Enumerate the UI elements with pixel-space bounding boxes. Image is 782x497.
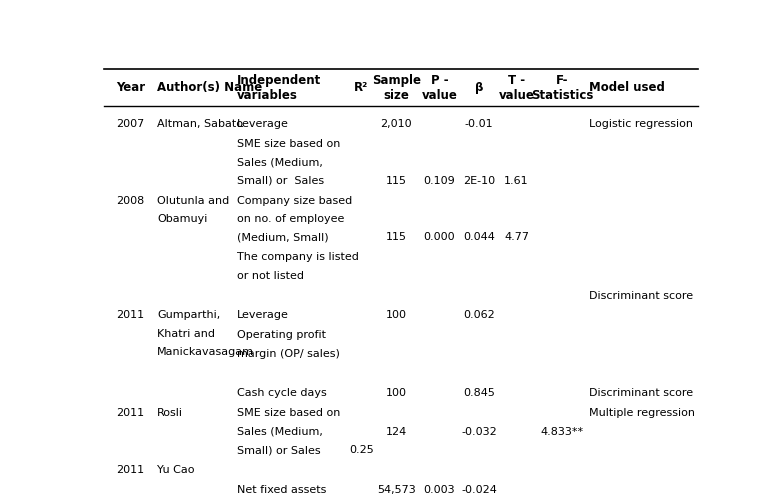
Text: -0.01: -0.01 <box>465 119 493 129</box>
Text: Model used: Model used <box>589 82 665 94</box>
Text: 2007: 2007 <box>116 119 144 129</box>
Text: 2011: 2011 <box>116 465 144 475</box>
Text: Independent
variables: Independent variables <box>237 74 321 102</box>
Text: Rosli: Rosli <box>157 409 183 418</box>
Text: Altman, Sabato: Altman, Sabato <box>157 119 243 129</box>
Text: (Medium, Small): (Medium, Small) <box>237 233 328 243</box>
Text: 0.044: 0.044 <box>463 233 495 243</box>
Text: β: β <box>475 82 483 94</box>
Text: 0.062: 0.062 <box>463 311 495 321</box>
Text: Logistic regression: Logistic regression <box>589 119 693 129</box>
Text: 2011: 2011 <box>116 409 144 418</box>
Text: P -
value: P - value <box>421 74 457 102</box>
Text: SME size based on: SME size based on <box>237 409 340 418</box>
Text: Khatri and: Khatri and <box>157 329 215 339</box>
Text: Leverage: Leverage <box>237 311 289 321</box>
Text: on no. of employee: on no. of employee <box>237 214 345 224</box>
Text: margin (OP/ sales): margin (OP/ sales) <box>237 349 340 359</box>
Text: Year: Year <box>116 82 145 94</box>
Text: Discriminant score: Discriminant score <box>589 291 693 301</box>
Text: F-
Statistics: F- Statistics <box>531 74 594 102</box>
Text: Net fixed assets: Net fixed assets <box>237 485 327 495</box>
Text: Discriminant score: Discriminant score <box>589 389 693 399</box>
Text: Operating profit: Operating profit <box>237 331 326 340</box>
Text: Gumparthi,: Gumparthi, <box>157 311 221 321</box>
Text: Leverage: Leverage <box>237 119 289 129</box>
Text: 124: 124 <box>386 427 407 437</box>
Text: T -
value: T - value <box>499 74 534 102</box>
Text: Obamuyi: Obamuyi <box>157 214 207 224</box>
Text: 0.109: 0.109 <box>424 176 455 186</box>
Text: Author(s) Name: Author(s) Name <box>157 82 263 94</box>
Text: -0.024: -0.024 <box>461 485 497 495</box>
Text: 2008: 2008 <box>116 196 144 206</box>
Text: 2011: 2011 <box>116 311 144 321</box>
Text: Manickavasagam: Manickavasagam <box>157 347 254 357</box>
Text: Sales (Medium,: Sales (Medium, <box>237 427 323 437</box>
Text: Small) or  Sales: Small) or Sales <box>237 176 325 186</box>
Text: or not listed: or not listed <box>237 271 304 281</box>
Text: Small) or Sales: Small) or Sales <box>237 445 321 455</box>
Text: 54,573: 54,573 <box>377 485 415 495</box>
Text: The company is listed: The company is listed <box>237 252 359 262</box>
Text: Company size based: Company size based <box>237 196 353 206</box>
Text: 0.25: 0.25 <box>349 445 374 455</box>
Text: Sample
size: Sample size <box>371 74 421 102</box>
Text: Yu Cao: Yu Cao <box>157 465 195 475</box>
Text: 1.61: 1.61 <box>504 176 529 186</box>
Text: 4.833**: 4.833** <box>540 427 583 437</box>
Text: 115: 115 <box>386 176 407 186</box>
Text: SME size based on: SME size based on <box>237 139 340 149</box>
Text: 2,010: 2,010 <box>380 119 412 129</box>
Text: 100: 100 <box>386 389 407 399</box>
Text: Multiple regression: Multiple regression <box>589 409 694 418</box>
Text: Cash cycle days: Cash cycle days <box>237 389 327 399</box>
Text: Olutunla and: Olutunla and <box>157 196 229 206</box>
Text: 0.003: 0.003 <box>424 485 455 495</box>
Text: 100: 100 <box>386 311 407 321</box>
Text: 4.77: 4.77 <box>504 233 529 243</box>
Text: Sales (Medium,: Sales (Medium, <box>237 158 323 167</box>
Text: R²: R² <box>354 82 368 94</box>
Text: -0.032: -0.032 <box>461 427 497 437</box>
Text: 115: 115 <box>386 233 407 243</box>
Text: 2E-10: 2E-10 <box>463 176 495 186</box>
Text: 0.000: 0.000 <box>424 233 455 243</box>
Text: 0.845: 0.845 <box>463 389 495 399</box>
